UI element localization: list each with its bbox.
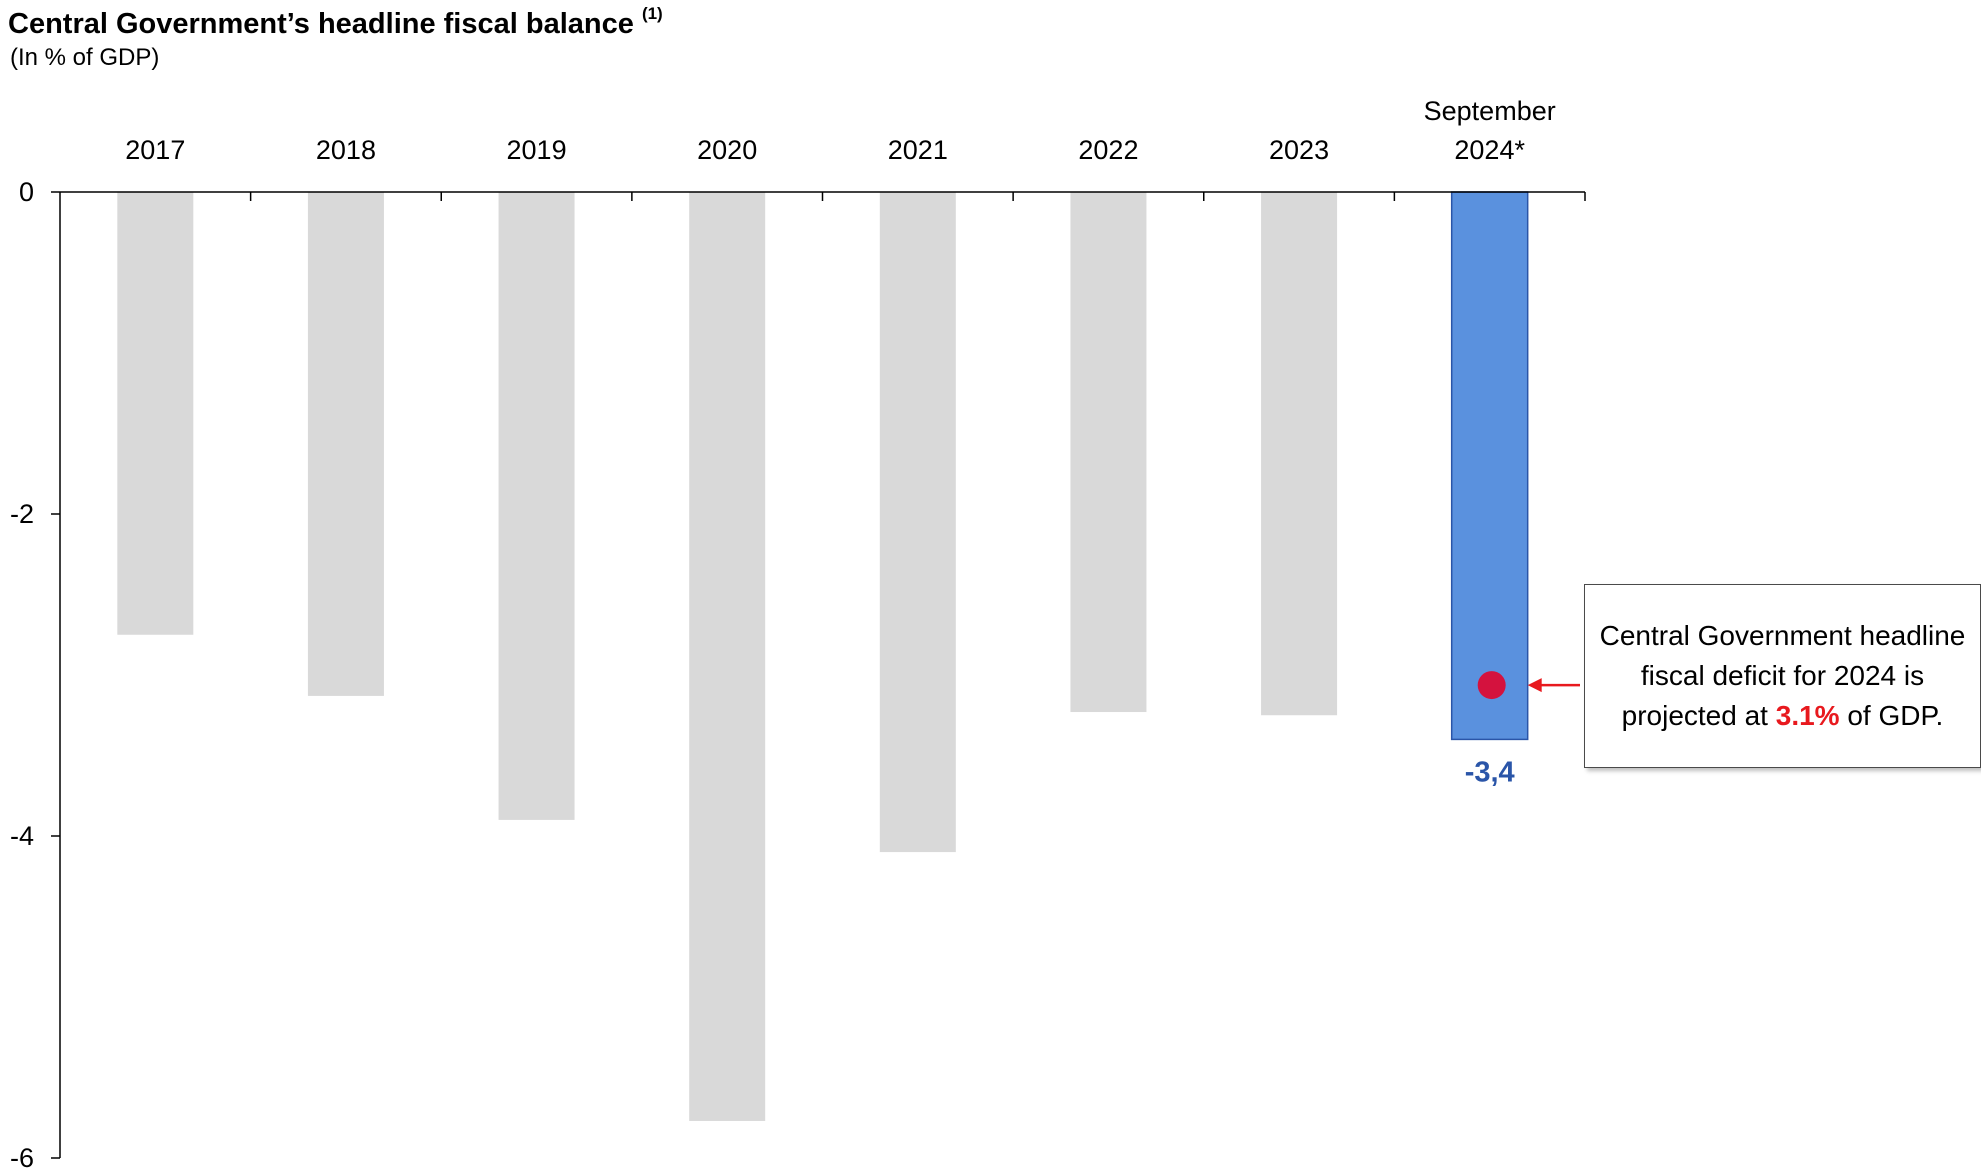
projection-marker (1477, 671, 1506, 700)
bar-2018 (307, 192, 384, 696)
x-tick-label: 2017 (125, 135, 185, 165)
data-label: -3,4 (1465, 756, 1515, 788)
title-footnote-mark: (1) (641, 4, 663, 23)
bar-2020 (689, 192, 766, 1121)
x-tick-label: 2022 (1078, 135, 1138, 165)
bar-2022 (1070, 192, 1147, 713)
annotation-arrowhead (1527, 678, 1542, 693)
y-tick-label: -6 (10, 1143, 34, 1173)
bar-2023 (1261, 192, 1338, 716)
x-tick-label: 2020 (697, 135, 757, 165)
axes (59, 191, 1585, 1158)
chart-title: Central Government’s headline fiscal bal… (8, 4, 663, 40)
labels: 2017 2018 2019 2020 2021 2022 2023 September 202… (10, 96, 1556, 1173)
y-tick-label: -4 (10, 821, 34, 851)
y-tick-label: -2 (10, 499, 34, 529)
bars (117, 191, 1529, 1121)
annotation-text: Central Government headline fiscal defic… (1599, 620, 1966, 731)
bar-2017 (117, 192, 194, 635)
x-tick-label: 2019 (507, 135, 567, 165)
annotations (1477, 671, 1580, 700)
bar-2021 (879, 192, 956, 853)
chart-subtitle: (In % of GDP) (10, 44, 160, 71)
annotation-callout: Central Government headline fiscal defic… (1584, 584, 1981, 768)
x-tick-label: 2021 (888, 135, 948, 165)
bar-2019 (498, 192, 575, 820)
x-tick-label: 2018 (316, 135, 376, 165)
ticks (51, 191, 1586, 1159)
x-tick-label: 2023 (1269, 135, 1329, 165)
y-tick-label: 0 (19, 177, 34, 207)
bar-september-2024 (1450, 191, 1529, 741)
x-tick-label: September 2024* (1424, 96, 1556, 165)
annotation-highlight: 3.1% (1775, 700, 1840, 731)
